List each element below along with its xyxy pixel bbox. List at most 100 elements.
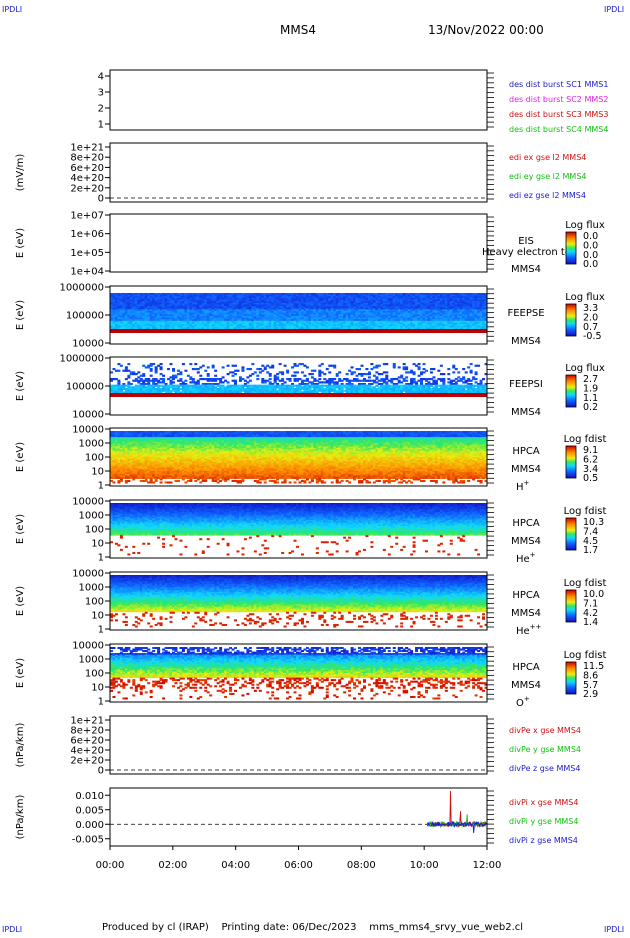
heat-cell — [269, 375, 272, 377]
heat-cell — [174, 376, 177, 378]
heat-cell — [284, 365, 287, 367]
heat-cell — [365, 368, 368, 370]
heat-cell — [155, 371, 158, 373]
y-axis-label: (mV/m) — [15, 154, 26, 192]
colorbar-title: Log flux — [565, 363, 605, 374]
y-tick-label: 100000 — [66, 382, 104, 393]
heat-cell — [346, 373, 349, 375]
heat-cell — [199, 375, 202, 377]
heat-cell — [120, 365, 123, 367]
instrument-label: FEEPSE — [507, 308, 544, 319]
heat-cell — [207, 366, 210, 368]
y-tick-label: 0 — [98, 194, 104, 205]
heat-cell — [326, 368, 329, 370]
colorbar-tick-label: 0.0 — [583, 259, 598, 270]
heat-cell — [405, 380, 408, 382]
heat-cell — [405, 368, 408, 370]
heat-cell — [447, 368, 450, 370]
heat-band — [110, 393, 487, 397]
instrument-label: EIS — [518, 236, 534, 247]
y-axis-label: E (eV) — [15, 371, 26, 401]
heat-cell — [256, 375, 259, 377]
y-tick-label: 1000000 — [59, 283, 104, 294]
heat-cell — [323, 373, 326, 375]
heat-cell — [212, 366, 215, 368]
heat-cell — [361, 365, 364, 367]
heat-cell — [306, 366, 309, 368]
spacecraft-label: MMS4 — [511, 264, 541, 275]
heat-cell — [222, 366, 225, 368]
panel-feepsi: 100000010000010000E (eV)FEEPSIMMS4Log fl… — [15, 354, 605, 421]
heat-cell — [452, 371, 455, 373]
panel-frame — [110, 143, 487, 202]
heat-cell — [152, 363, 155, 365]
heat-cell — [264, 368, 267, 370]
heat-cell — [127, 363, 130, 365]
y-axis-label: E (eV) — [15, 300, 26, 330]
y-tick-label: 1000000 — [59, 354, 104, 365]
colorbar-tick-label: -0.5 — [583, 331, 602, 342]
heat-cell — [197, 371, 200, 373]
heat-cell — [378, 365, 381, 367]
heat-cell — [385, 363, 388, 365]
heat-cell — [318, 375, 321, 377]
heat-cell — [127, 376, 130, 378]
panel-frame — [110, 214, 487, 272]
heat-cell — [405, 376, 408, 378]
heat-cell — [234, 365, 237, 367]
heat-cell — [227, 381, 230, 383]
heat-cell — [172, 381, 175, 383]
heat-cell — [269, 378, 272, 380]
heat-cell — [241, 370, 244, 372]
panel-frame — [110, 70, 487, 130]
y-tick-label: 1e+07 — [70, 211, 104, 222]
y-tick-label: 10000 — [72, 410, 104, 421]
colorbar — [566, 304, 576, 336]
heat-cell — [477, 365, 480, 367]
y-tick-label: 10000 — [72, 339, 104, 350]
heat-cell — [256, 378, 259, 380]
heat-cell — [432, 376, 435, 378]
heat-cell — [333, 378, 336, 380]
heat-cell — [189, 363, 192, 365]
heat-cell — [142, 375, 145, 377]
heat-cell — [313, 370, 316, 372]
y-tick-label: 100000 — [66, 311, 104, 322]
heat-band — [110, 329, 487, 333]
y-tick-label: 2 — [98, 104, 104, 115]
heat-cell — [214, 375, 217, 377]
heat-cell — [120, 480, 123, 482]
colorbar-tick-label: 0.2 — [583, 402, 598, 413]
heat-cell — [418, 363, 421, 365]
heat-cell — [351, 366, 354, 368]
heat-cell — [303, 375, 306, 377]
heat-cell — [432, 368, 435, 370]
heat-cell — [318, 378, 321, 380]
heat-cell — [321, 363, 324, 365]
heat-cell — [296, 371, 299, 373]
heat-cell — [311, 373, 314, 375]
heat-cell — [184, 380, 187, 382]
heat-cell — [370, 363, 373, 365]
y-axis-label: E (eV) — [15, 228, 26, 258]
heat-cell — [172, 370, 175, 372]
corner-label-top-right: IPDLI — [604, 5, 624, 14]
corner-label-bottom-left: IPDLI — [2, 925, 22, 934]
heat-cell — [150, 375, 153, 377]
colorbar — [566, 232, 576, 264]
heat-cell — [289, 380, 292, 382]
y-tick-label: 1 — [98, 120, 104, 131]
heat-cell — [482, 378, 485, 380]
heat-cell — [294, 375, 297, 377]
heat-cell — [162, 375, 165, 377]
heat-cell — [170, 363, 173, 365]
spacecraft-label: MMS4 — [511, 336, 541, 347]
heat-cell — [470, 371, 473, 373]
header-date: 13/Nov/2022 00:00 — [428, 23, 544, 37]
heat-cell — [160, 363, 163, 365]
heat-cell — [368, 373, 371, 375]
heat-cell — [440, 365, 443, 367]
